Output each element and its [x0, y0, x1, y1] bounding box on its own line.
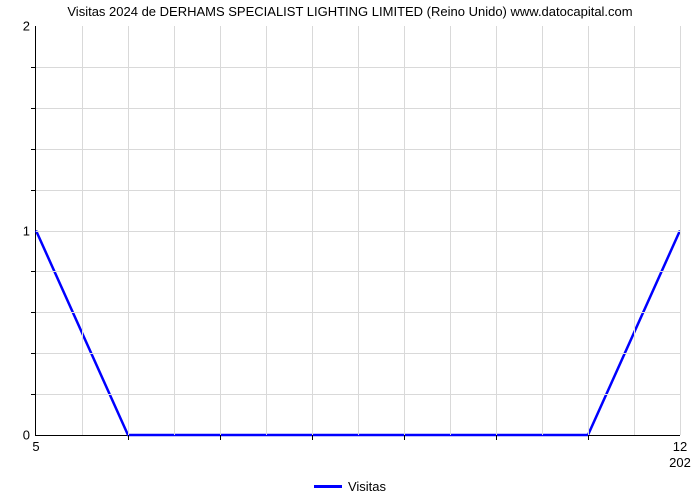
grid-line-v: [542, 26, 543, 435]
y-axis-label: 1: [23, 223, 30, 238]
grid-line-v: [358, 26, 359, 435]
x-tick-minor: [496, 435, 497, 440]
x-tick-minor: [312, 435, 313, 440]
grid-line-v: [404, 26, 405, 435]
x-axis-label-right: 12: [673, 439, 687, 454]
grid-line-v: [450, 26, 451, 435]
grid-line-v: [266, 26, 267, 435]
x-axis-label-left: 5: [32, 439, 39, 454]
legend-label: Visitas: [348, 479, 386, 494]
grid-line-v: [312, 26, 313, 435]
legend: Visitas: [0, 475, 700, 494]
chart-container: Visitas 2024 de DERHAMS SPECIALIST LIGHT…: [0, 0, 700, 500]
grid-line-v: [496, 26, 497, 435]
x-axis-label-right-year: 202: [669, 455, 691, 470]
y-tick-minor: [31, 67, 36, 68]
y-tick-minor: [31, 108, 36, 109]
grid-line-v: [128, 26, 129, 435]
grid-line-v: [82, 26, 83, 435]
y-tick-minor: [31, 394, 36, 395]
legend-item-visitas: Visitas: [314, 479, 386, 494]
y-axis-label: 2: [23, 19, 30, 34]
legend-line-icon: [314, 485, 342, 488]
grid-line-v: [174, 26, 175, 435]
y-axis-label: 0: [23, 428, 30, 443]
plot-region: 012512202: [35, 26, 680, 436]
y-tick-minor: [31, 312, 36, 313]
y-tick-minor: [31, 190, 36, 191]
grid-line-v: [634, 26, 635, 435]
x-tick-minor: [588, 435, 589, 440]
x-tick-minor: [128, 435, 129, 440]
chart-area: 012512202: [35, 26, 680, 436]
chart-title: Visitas 2024 de DERHAMS SPECIALIST LIGHT…: [0, 4, 700, 19]
y-tick-minor: [31, 353, 36, 354]
x-tick-minor: [404, 435, 405, 440]
x-tick-minor: [220, 435, 221, 440]
grid-line-v: [680, 26, 681, 435]
grid-line-v: [588, 26, 589, 435]
y-tick-minor: [31, 149, 36, 150]
y-tick-minor: [31, 271, 36, 272]
grid-line-v: [220, 26, 221, 435]
